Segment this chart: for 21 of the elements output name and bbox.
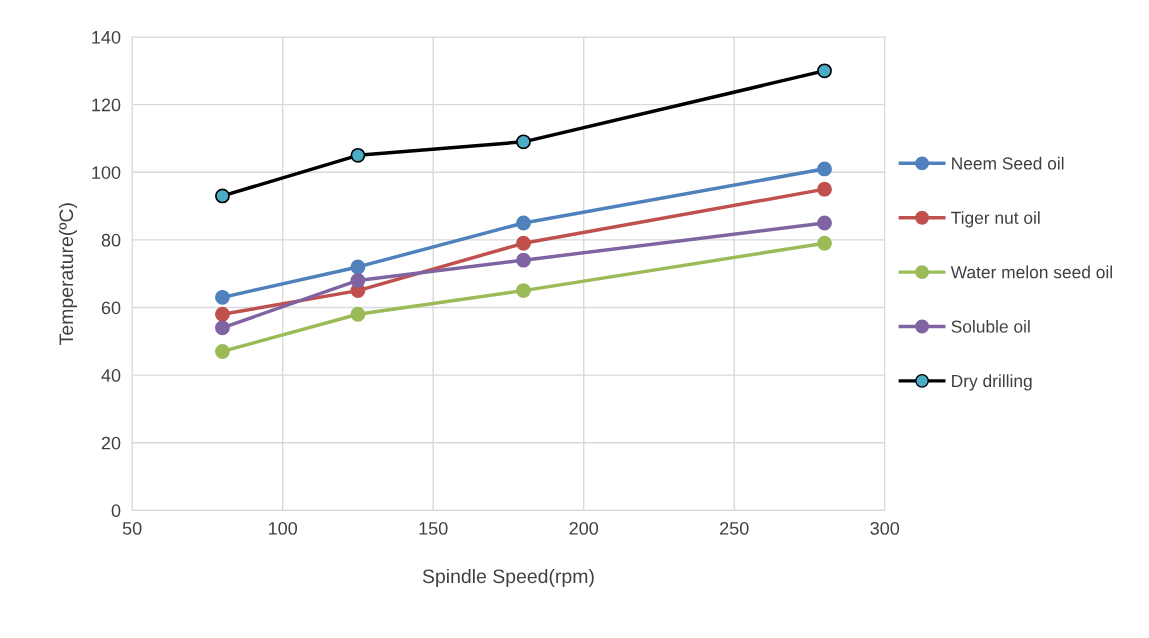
x-tick-label: 300 [870, 521, 900, 535]
x-tick-label: 150 [419, 521, 448, 535]
x-tick-label: 100 [268, 521, 298, 535]
y-axis-title: Temperature(ºC) [58, 203, 78, 345]
legend-label: Dry drilling [952, 374, 1032, 391]
y-tick-label: 100 [92, 166, 121, 179]
legend-label: Tiger nut oil [951, 211, 1040, 228]
y-tick-label: 140 [92, 30, 121, 44]
x-tick-label: 250 [720, 521, 749, 535]
legend-label: Neem Seed oil [952, 156, 1064, 170]
x-tick-label: 50 [122, 521, 142, 535]
y-tick-label: 20 [101, 436, 121, 450]
y-tick-label: 80 [101, 233, 121, 247]
x-tick-label: 200 [569, 521, 599, 535]
legend-label: Water melon seed oil [950, 265, 1112, 279]
legend-label: Soluble oil [951, 319, 1030, 333]
y-tick-label: 0 [111, 504, 121, 518]
x-axis-title: Spindle Speed(rpm) [422, 568, 594, 588]
y-tick-label: 120 [92, 98, 121, 112]
y-tick-label: 40 [101, 369, 121, 382]
y-tick-label: 60 [101, 301, 121, 315]
